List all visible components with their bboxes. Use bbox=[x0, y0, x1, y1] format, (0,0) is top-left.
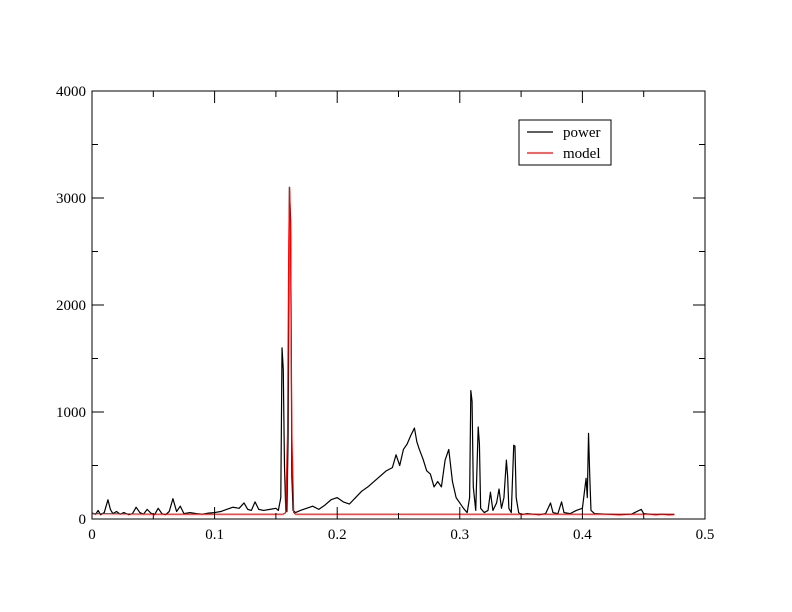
series-lines bbox=[91, 186, 675, 516]
series-line-model bbox=[91, 186, 675, 515]
x-tick-label: 0 bbox=[88, 527, 96, 543]
legend: power model bbox=[518, 119, 612, 166]
x-tick-label: 0.5 bbox=[696, 527, 715, 543]
y-tick-label: 4000 bbox=[56, 84, 86, 100]
x-tick-label: 0.2 bbox=[328, 527, 347, 543]
y-tick-label: 1000 bbox=[56, 405, 86, 421]
ticks: 0 0.1 0.2 0.3 0.4 0.5 0 1000 2000 3000 4000 bbox=[56, 84, 714, 543]
y-tick-label: 2000 bbox=[56, 298, 86, 314]
y-tick-label: 3000 bbox=[56, 191, 86, 207]
y-tick-label: 0 bbox=[79, 512, 87, 528]
legend-label-model: model bbox=[563, 146, 601, 162]
x-tick-label: 0.4 bbox=[573, 527, 592, 543]
plot-frame bbox=[91, 90, 706, 520]
x-tick-label: 0.3 bbox=[450, 527, 469, 543]
legend-box bbox=[518, 119, 612, 166]
x-tick-label: 0.1 bbox=[205, 527, 224, 543]
legend-label-power: power bbox=[563, 125, 601, 141]
series-line-power bbox=[91, 186, 675, 516]
